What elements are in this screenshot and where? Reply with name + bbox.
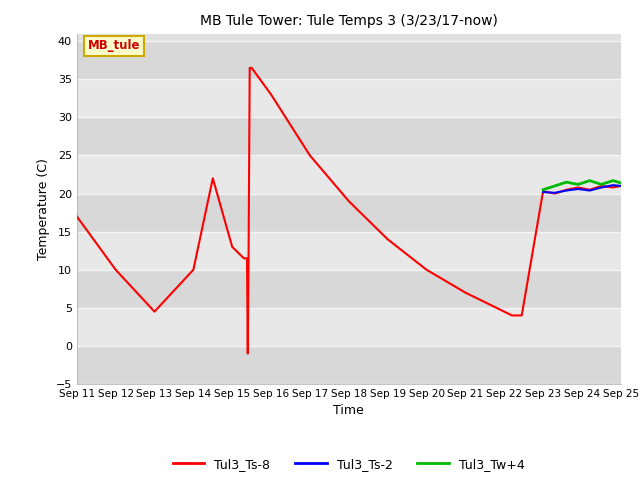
Tul3_Ts-8	[244, 255, 252, 261]
Y-axis label: Temperature (C): Temperature (C)	[37, 158, 50, 260]
Tul3_Ts-8	[112, 267, 120, 273]
X-axis label: Time: Time	[333, 405, 364, 418]
Bar	[77, 118, 621, 156]
Tul3_Tw+4	[586, 178, 593, 183]
Tul3_Ts-2	[551, 190, 559, 196]
Tul3_Ts-2	[586, 188, 593, 193]
Line: Tul3_Tw+4: Tul3_Tw+4	[543, 180, 621, 190]
Text: MB_tule: MB_tule	[88, 39, 140, 52]
Tul3_Ts-8	[228, 244, 236, 250]
Tul3_Ts-8	[500, 309, 508, 314]
Tul3_Tw+4	[574, 181, 582, 187]
Tul3_Tw+4	[563, 179, 570, 185]
Bar	[77, 232, 621, 270]
Tul3_Ts-8	[240, 255, 248, 261]
Tul3_Ts-8	[540, 188, 547, 194]
Tul3_Tw+4	[540, 187, 547, 192]
Tul3_Ts-8	[248, 65, 255, 71]
Bar	[77, 346, 621, 384]
Tul3_Ts-8	[508, 312, 516, 318]
Tul3_Ts-2	[598, 185, 605, 191]
Tul3_Ts-8	[268, 92, 275, 97]
Bar	[77, 308, 621, 346]
Tul3_Ts-8	[551, 191, 559, 196]
Tul3_Tw+4	[598, 181, 605, 187]
Tul3_Ts-8	[563, 187, 570, 192]
Tul3_Ts-8	[422, 267, 430, 273]
Tul3_Ts-8	[586, 187, 593, 192]
Tul3_Tw+4	[551, 183, 559, 189]
Tul3_Ts-8	[189, 267, 197, 273]
Tul3_Ts-8	[244, 351, 252, 357]
Tul3_Ts-8	[345, 198, 353, 204]
Tul3_Ts-8	[617, 183, 625, 189]
Tul3_Ts-2	[574, 186, 582, 192]
Tul3_Ts-8	[384, 236, 392, 242]
Tul3_Ts-8	[598, 183, 605, 189]
Bar	[77, 156, 621, 193]
Tul3_Ts-8	[609, 185, 617, 191]
Title: MB Tule Tower: Tule Temps 3 (3/23/17-now): MB Tule Tower: Tule Temps 3 (3/23/17-now…	[200, 14, 498, 28]
Tul3_Ts-8	[461, 290, 469, 296]
Bar	[77, 41, 621, 79]
Line: Tul3_Ts-8: Tul3_Ts-8	[77, 68, 621, 354]
Bar	[77, 270, 621, 308]
Tul3_Ts-2	[540, 189, 547, 195]
Tul3_Ts-8	[243, 255, 251, 261]
Tul3_Tw+4	[609, 178, 617, 183]
Tul3_Ts-2	[617, 183, 625, 189]
Tul3_Ts-8	[209, 176, 216, 181]
Tul3_Ts-8	[150, 309, 158, 314]
Tul3_Ts-8	[246, 65, 253, 71]
Tul3_Ts-2	[609, 182, 617, 188]
Tul3_Tw+4	[617, 180, 625, 186]
Bar	[77, 193, 621, 232]
Line: Tul3_Ts-2: Tul3_Ts-2	[543, 185, 621, 193]
Tul3_Ts-8	[306, 153, 314, 158]
Tul3_Ts-8	[518, 312, 525, 318]
Tul3_Ts-2	[563, 188, 570, 193]
Bar	[77, 79, 621, 118]
Legend: Tul3_Ts-8, Tul3_Ts-2, Tul3_Tw+4: Tul3_Ts-8, Tul3_Ts-2, Tul3_Tw+4	[168, 453, 529, 476]
Tul3_Ts-8	[73, 214, 81, 219]
Tul3_Ts-8	[574, 185, 582, 191]
